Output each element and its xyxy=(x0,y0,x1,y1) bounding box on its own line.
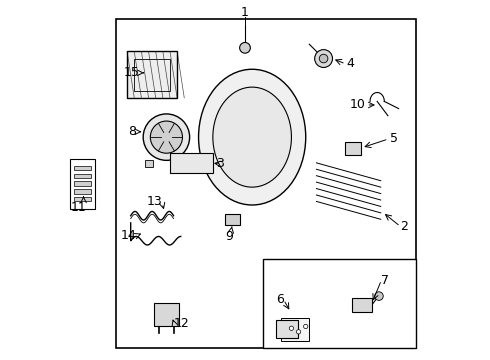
Text: 4: 4 xyxy=(347,57,355,71)
Text: 1: 1 xyxy=(241,6,248,19)
Circle shape xyxy=(304,324,308,329)
Circle shape xyxy=(289,326,294,330)
Bar xyxy=(74,166,92,170)
Text: 9: 9 xyxy=(225,230,233,243)
FancyBboxPatch shape xyxy=(154,303,179,327)
Bar xyxy=(74,174,92,178)
Text: 8: 8 xyxy=(128,125,136,138)
Bar xyxy=(127,51,177,98)
Bar xyxy=(352,298,372,312)
Text: 6: 6 xyxy=(276,293,284,306)
Circle shape xyxy=(150,121,182,153)
Ellipse shape xyxy=(198,69,306,205)
Bar xyxy=(145,159,153,167)
Text: 11: 11 xyxy=(71,202,87,215)
Text: 2: 2 xyxy=(400,220,408,233)
Text: 13: 13 xyxy=(147,195,163,208)
Bar xyxy=(134,59,170,91)
Bar xyxy=(74,197,92,202)
Text: 12: 12 xyxy=(173,318,189,330)
Bar xyxy=(225,214,240,225)
Bar xyxy=(74,181,92,186)
Bar xyxy=(170,153,213,173)
Bar xyxy=(263,258,416,348)
Bar xyxy=(70,158,95,208)
Text: 10: 10 xyxy=(350,99,366,112)
Text: 5: 5 xyxy=(390,132,398,145)
Bar xyxy=(345,143,361,155)
Bar xyxy=(117,19,416,348)
FancyBboxPatch shape xyxy=(276,320,298,338)
Text: 7: 7 xyxy=(381,274,390,287)
Bar xyxy=(281,318,309,341)
Circle shape xyxy=(143,114,190,160)
Circle shape xyxy=(315,50,333,67)
Text: 15: 15 xyxy=(124,66,140,79)
Circle shape xyxy=(240,42,250,53)
Ellipse shape xyxy=(213,87,292,187)
Circle shape xyxy=(319,54,328,63)
Circle shape xyxy=(296,330,301,334)
Circle shape xyxy=(375,292,383,300)
Bar xyxy=(74,189,92,194)
Text: 3: 3 xyxy=(216,157,223,170)
Text: 14: 14 xyxy=(121,229,136,242)
